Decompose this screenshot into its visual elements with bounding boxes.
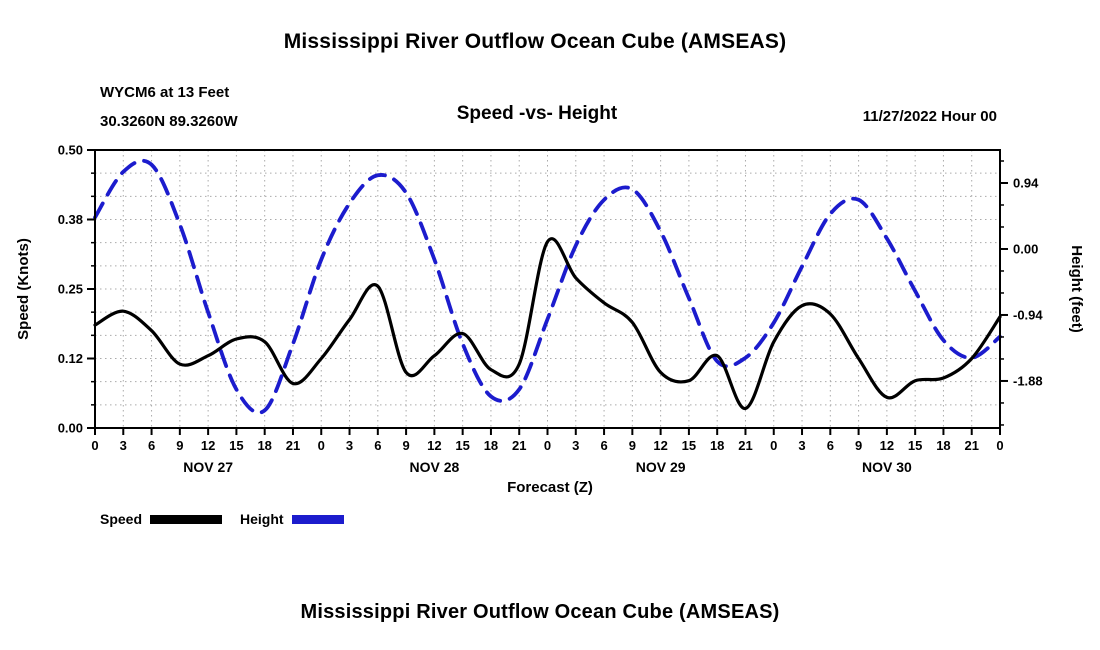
x-axis-label: Forecast (Z) [507,479,593,496]
x-tick-label: 18 [257,438,271,453]
x-tick-label: 9 [855,438,862,453]
station-info: WYCM6 at 13 Feet 30.3260N 89.3260W [100,78,238,136]
x-tick-label: 21 [964,438,978,453]
x-tick-label: 12 [201,438,215,453]
x-tick-label: 18 [936,438,950,453]
right-axis-title: Height (feet) [1068,245,1085,333]
x-tick-label: 0 [318,438,325,453]
height-curve [93,158,1002,415]
legend: Speed Height [100,511,344,527]
station-name: WYCM6 at 13 Feet [100,84,230,101]
x-tick-label: 3 [346,438,353,453]
x-tick-label: 18 [710,438,724,453]
chart-svg: 0.00 0.12 0.25 0.38 0.50 0.94 0.00 -0.94 -1.88 0 3… [15,143,1085,476]
x-tick-label: 6 [600,438,607,453]
x-tick-label: 15 [682,438,696,453]
day-label: NOV 28 [409,459,459,475]
forecast-datetime: 11/27/2022 Hour 00 [862,108,997,125]
plot-subtitle: Speed -vs- Height [456,103,618,124]
x-tick-label: 12 [427,438,441,453]
x-tick-label: 9 [629,438,636,453]
x-tick-label: 9 [402,438,409,453]
x-tick-label: 9 [176,438,183,453]
x-tick-label: 12 [880,438,894,453]
right-tick-label: 0.00 [1013,241,1038,256]
x-tick-label: 15 [908,438,922,453]
x-tick-label: 21 [738,438,752,453]
x-tick-label: 0 [770,438,777,453]
height-line-swatch [291,514,344,524]
x-tick-label: 0 [91,438,98,453]
speed-line-swatch [150,514,223,524]
x-tick-label: 0 [996,438,1003,453]
day-label: NOV 30 [862,459,912,475]
legend-speed-label: Speed [100,511,143,527]
x-tick-label: 12 [653,438,667,453]
x-tick-label: 15 [229,438,243,453]
left-tick-label: 0.38 [58,212,83,227]
left-tick-label: 0.12 [58,351,83,366]
x-tick-label: 6 [374,438,381,453]
x-tick-label: 15 [455,438,469,453]
x-tick-label: 21 [286,438,300,453]
right-tick-label: 0.94 [1013,175,1039,190]
x-tick-label: 6 [827,438,834,453]
day-label: NOV 27 [183,459,233,475]
x-tick-label: 21 [512,438,526,453]
x-tick-label: 3 [572,438,579,453]
x-tick-label: 0 [544,438,551,453]
left-tick-label: 0.50 [58,143,83,158]
x-tick-label: 6 [148,438,155,453]
station-coordinates: 30.3260N 89.3260W [100,113,238,130]
right-tick-label: -0.94 [1013,307,1043,322]
legend-height-label: Height [240,511,284,527]
left-axis-title: Speed (Knots) [15,238,32,340]
top-title: Mississippi River Outflow Ocean Cube (AM… [283,30,787,53]
speed-curve [93,237,1002,411]
day-label: NOV 29 [636,459,686,475]
x-tick-label: 18 [484,438,498,453]
bottom-title: Mississippi River Outflow Ocean Cube (AM… [300,601,780,623]
left-tick-label: 0.25 [58,282,83,297]
left-tick-label: 0.00 [58,421,83,436]
x-tick-label: 3 [120,438,127,453]
right-tick-label: -1.88 [1013,373,1043,388]
x-tick-label: 3 [798,438,805,453]
